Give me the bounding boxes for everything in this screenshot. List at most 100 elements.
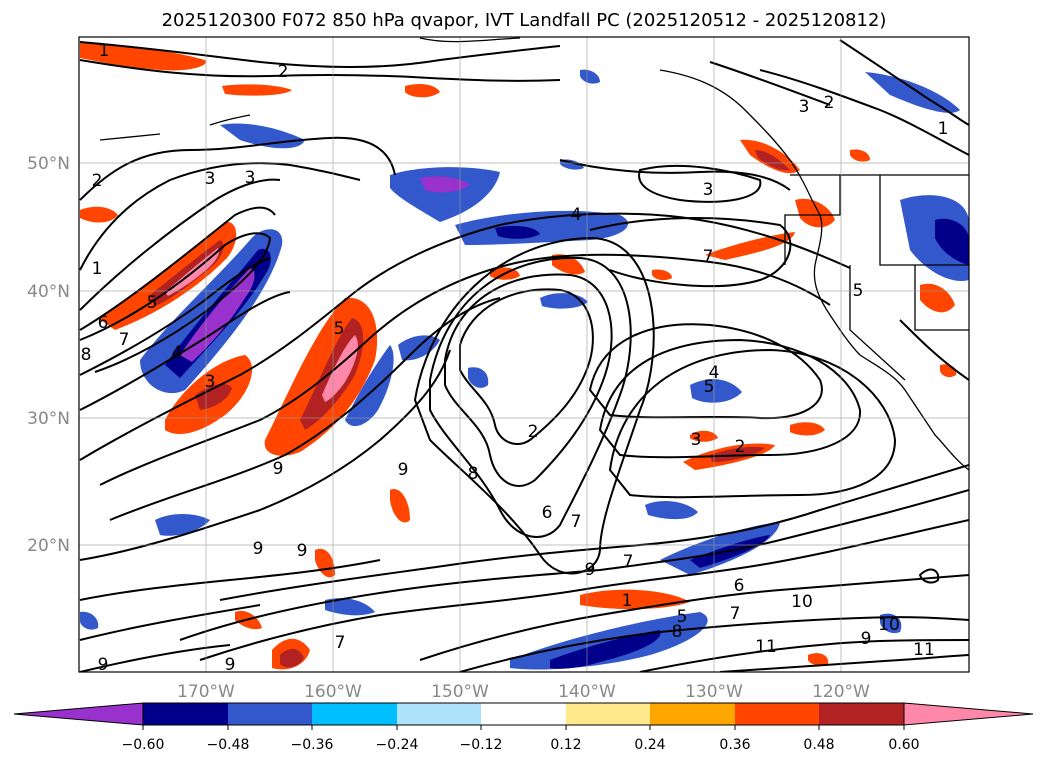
contour-label: 2 [735, 437, 746, 457]
shade-cool [468, 367, 489, 388]
contour-label: 5 [853, 281, 864, 301]
shade-warm [790, 422, 825, 436]
colorbar-tick-label: −0.48 [207, 737, 250, 753]
shade-cool [495, 226, 540, 239]
latitude-labels: 50°N 40°N 30°N 20°N [27, 154, 70, 556]
contour-label: 4 [709, 363, 720, 383]
contour-label: 4 [172, 343, 183, 363]
contour-label: 9 [398, 460, 409, 480]
longitude-labels: 170°W 160°W 150°W 140°W 130°W 120°W [177, 682, 870, 702]
contour-label: 5 [677, 607, 688, 627]
shade-cool [880, 613, 902, 634]
colorbar-tick-label: 0.60 [888, 737, 919, 753]
lat-label: 50°N [27, 154, 70, 174]
contour-label: 9 [861, 629, 872, 649]
shade-warm [80, 42, 206, 71]
colorbar-segment [735, 703, 819, 725]
shade-cool [645, 500, 698, 520]
shade-cool [510, 612, 708, 670]
shade-warm [690, 430, 718, 442]
contour-label: 2 [824, 93, 835, 113]
lon-label: 120°W [812, 682, 870, 702]
map-title: 2025120300 F072 850 hPa qvapor, IVT Land… [162, 10, 887, 31]
contour-line [79, 162, 361, 271]
coastline-aleutians [209, 114, 251, 126]
graticule [79, 37, 969, 672]
shade-warm [280, 648, 304, 668]
contour-label: 4 [571, 205, 582, 225]
contour-label: 11 [755, 637, 777, 657]
contour-label: 9 [297, 541, 308, 561]
shade-cool [455, 210, 629, 245]
shade-cool [325, 598, 375, 616]
lon-label: 160°W [304, 682, 362, 702]
contour-label: 6 [734, 576, 745, 596]
contour-line [638, 164, 762, 203]
coastline-aleutians-west [99, 133, 161, 141]
map-panel: 1 2 3 3 2 1 2 3 3 4 7 1 5 6 7 8 4 3 5 5 [78, 36, 970, 675]
contour-label: 5 [334, 319, 345, 339]
contour-line [79, 232, 272, 373]
border-states [879, 175, 969, 266]
contour-line [79, 604, 261, 641]
contour-line [588, 323, 823, 420]
contour-line [459, 616, 969, 672]
border-states [914, 265, 969, 331]
shade-warm [405, 84, 440, 98]
contour-label: 9 [98, 655, 109, 675]
contour-label: 9 [253, 539, 264, 559]
colorbar-segment [397, 703, 481, 725]
contour-line [429, 256, 632, 538]
shade-warm [808, 653, 829, 666]
contour-label: 2 [92, 171, 103, 191]
shade-warm [222, 84, 292, 96]
shade-cool [660, 522, 780, 575]
colorbar: −0.60 −0.48 −0.36 −0.24 −0.12 0.12 0.24 … [13, 702, 1034, 753]
colorbar-ticks [142, 725, 905, 730]
shade-warm [850, 149, 870, 162]
contour-line [899, 319, 969, 381]
contour-label: 8 [81, 345, 92, 365]
contour-line [79, 212, 851, 461]
contour-line [219, 464, 969, 601]
contour-label: 7 [703, 247, 714, 267]
shade-cool [80, 611, 99, 630]
lon-label: 150°W [431, 682, 489, 702]
border-states [849, 265, 906, 381]
contour-label: 8 [468, 464, 479, 484]
shade-warm [390, 489, 410, 523]
contour-label: 1 [92, 259, 103, 279]
contour-line [199, 519, 969, 661]
shade-cool [580, 69, 600, 84]
contour-label: 3 [205, 169, 216, 189]
shade-cool [345, 345, 394, 427]
shade-warm [195, 384, 232, 410]
lon-label: 170°W [177, 682, 235, 702]
contour-line [79, 559, 381, 601]
contour-label: 3 [799, 97, 810, 117]
contour-label: 3 [691, 430, 702, 450]
map-frame [78, 36, 970, 673]
contour-line [109, 297, 501, 521]
shade-warm [98, 221, 237, 330]
contour-labels: 1 2 3 3 2 1 2 3 3 4 7 1 5 6 7 8 4 3 5 5 [81, 41, 949, 675]
contour-label: 6 [542, 503, 553, 523]
colorbar-frame [142, 702, 905, 726]
shade-warm [705, 232, 795, 260]
coastline-layer [99, 37, 969, 471]
contour-label: 3 [703, 180, 714, 200]
contour-label: 10 [878, 615, 900, 635]
contour-label: 7 [571, 512, 582, 532]
contour-label: 1 [622, 591, 633, 611]
shade-cool [420, 176, 470, 193]
lat-label: 30°N [27, 409, 70, 429]
shade-cool [390, 167, 500, 222]
colorbar-tick-label: 0.24 [634, 737, 665, 753]
colorbar-extend-low [13, 702, 144, 726]
contour-line [79, 41, 561, 68]
map-background [79, 37, 969, 672]
contour-line [759, 69, 969, 156]
contour-label: 7 [119, 330, 130, 350]
contour-label: 9 [225, 655, 236, 675]
